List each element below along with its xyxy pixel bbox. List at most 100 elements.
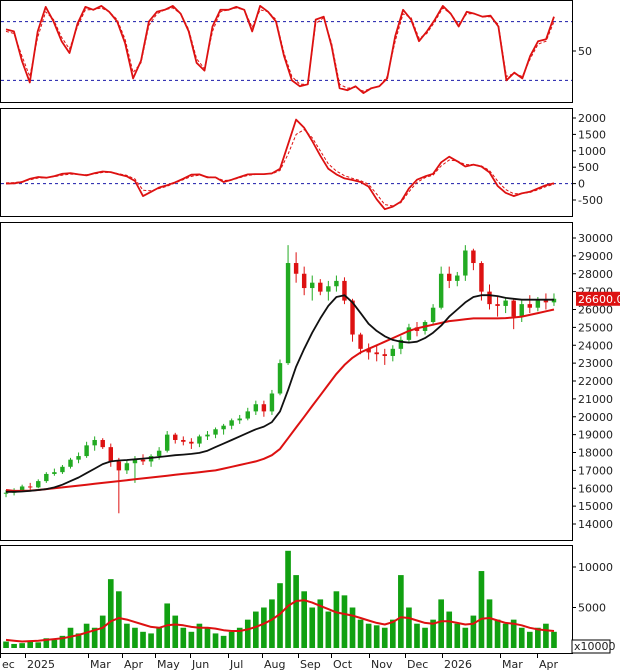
volume-bar: [67, 627, 74, 648]
volume-bar: [107, 579, 114, 648]
volume-bar: [35, 642, 42, 648]
price-y-tick-label: 16000: [578, 482, 613, 495]
volume-bar: [301, 591, 307, 648]
volume-bar: [470, 615, 477, 648]
candle-body: [398, 339, 404, 349]
candle-body: [342, 280, 347, 301]
candle-body: [326, 286, 331, 292]
candle-body: [189, 441, 194, 444]
macd-panel: [0, 108, 573, 217]
candle-body: [116, 461, 122, 471]
candle-body: [76, 456, 81, 460]
time-tick-label: 2026: [444, 658, 472, 671]
candle-body: [229, 420, 234, 426]
stochastic-k-line: [5, 5, 555, 94]
price-y-tick-label: 17000: [578, 464, 613, 477]
macd-y-tick-label: 1000: [578, 145, 606, 158]
macd-y-tick-label: 500: [578, 161, 599, 174]
candle-body: [269, 393, 275, 412]
macd-y-tick-label: 1500: [578, 128, 606, 141]
volume-bar: [510, 619, 517, 648]
candle-body: [253, 404, 259, 412]
price-y-tick-label: 23000: [578, 357, 613, 370]
candle-body: [511, 300, 516, 317]
candle-body: [132, 459, 138, 464]
volume-bar: [317, 599, 324, 648]
volume-bar: [494, 619, 501, 648]
volume-bar: [19, 643, 25, 648]
volume-bar: [446, 611, 453, 648]
volume-bar: [535, 627, 541, 648]
price-y-tick-label: 18000: [578, 447, 613, 460]
candle-body: [527, 304, 533, 308]
volume-bar: [357, 619, 364, 648]
candle-body: [301, 273, 307, 289]
volume-bar: [204, 627, 211, 648]
volume-bar: [43, 638, 50, 648]
time-tick-label: Apr: [539, 658, 559, 671]
last-price-label: 26600.00: [578, 293, 620, 306]
candle-body: [366, 348, 371, 353]
candle-body: [406, 327, 412, 340]
candle-body: [535, 300, 541, 308]
candle-body: [318, 282, 323, 292]
candle-body: [140, 459, 146, 462]
volume-bar: [180, 627, 187, 648]
time-tick-label: Sep: [300, 658, 321, 671]
stochastic-panel: [0, 0, 573, 103]
volume-bar: [406, 607, 412, 648]
time-tick-label: May: [157, 658, 180, 671]
volume-bar: [285, 550, 291, 648]
candle-body: [334, 280, 339, 287]
volume-bar: [220, 635, 227, 648]
price-layer: 3000029000280002700026000250002400023000…: [3, 232, 620, 531]
macd-y-tick-label: 0: [578, 178, 585, 191]
candle-body: [3, 492, 9, 494]
volume-bar: [51, 639, 58, 648]
time-tick-label: Jul: [229, 658, 243, 671]
volume-bar: [116, 591, 122, 648]
candle-body: [108, 447, 113, 462]
macd-y-tick-label: -500: [578, 194, 603, 207]
candle-body: [285, 263, 291, 364]
volume-bar: [389, 619, 396, 648]
volume-bar: [140, 631, 146, 648]
volume-bar: [551, 631, 557, 648]
candle-body: [277, 363, 283, 394]
candle-body: [503, 300, 508, 306]
volume-bar: [27, 640, 34, 648]
candle-body: [164, 434, 170, 451]
candle-body: [455, 275, 460, 281]
price-y-tick-label: 21000: [578, 393, 613, 406]
candle-body: [68, 459, 73, 467]
candle-body: [36, 481, 41, 488]
volume-bar: [381, 627, 388, 648]
volume-bar: [132, 627, 138, 648]
candle-body: [390, 348, 396, 356]
price-y-tick-label: 19000: [578, 429, 613, 442]
volume-bar: [373, 625, 380, 648]
volume-bar: [365, 623, 372, 648]
volume-bar: [277, 583, 283, 648]
stochastic-layer: 50: [1, 5, 592, 94]
price-y-tick-label: 29000: [578, 250, 613, 263]
candle-body: [27, 486, 33, 488]
price-ma-black-line: [6, 294, 554, 493]
candle-body: [245, 411, 250, 419]
candle-body: [471, 250, 476, 264]
volume-bar: [172, 615, 179, 648]
candle-body: [124, 463, 130, 471]
volume-bar: [75, 633, 82, 648]
volume-bar: [518, 627, 525, 648]
candle-body: [205, 434, 210, 437]
candle-body: [382, 354, 387, 356]
candle-body: [447, 273, 452, 281]
candle-body: [221, 425, 226, 430]
time-tick-label: Oct: [333, 658, 353, 671]
volume-bar: [526, 631, 533, 648]
candle-body: [487, 291, 492, 305]
candle-body: [156, 450, 162, 457]
candle-body: [92, 439, 97, 446]
volume-bar: [261, 607, 267, 648]
volume-bar: [430, 619, 436, 648]
